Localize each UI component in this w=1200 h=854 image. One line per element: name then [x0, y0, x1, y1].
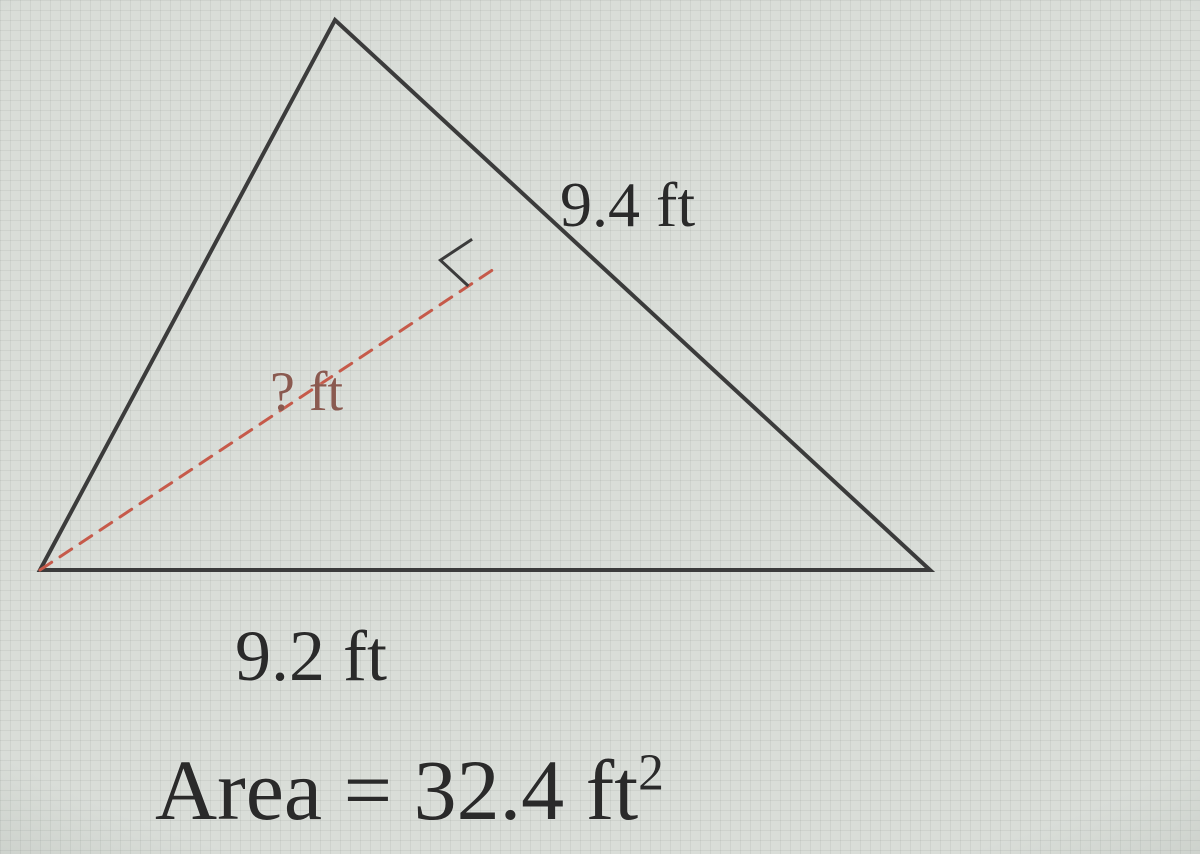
- triangle-figure: [0, 0, 1200, 854]
- label-area: Area = 32.4 ft2: [155, 740, 664, 840]
- label-altitude: ? ft: [270, 360, 343, 424]
- label-base: 9.2 ft: [235, 615, 387, 698]
- diagram-canvas: 9.4 ft ? ft 9.2 ft Area = 32.4 ft2: [0, 0, 1200, 854]
- label-area-value: 32.4 ft: [414, 742, 639, 838]
- label-side-right-text: 9.4 ft: [560, 169, 695, 240]
- label-side-right: 9.4 ft: [560, 168, 695, 242]
- right-angle-marker: [440, 239, 472, 286]
- label-base-text: 9.2 ft: [235, 616, 387, 696]
- label-area-word: Area: [155, 742, 322, 838]
- label-area-exponent: 2: [638, 744, 664, 801]
- triangle-outline: [40, 20, 930, 570]
- label-area-equals: =: [322, 742, 414, 838]
- label-altitude-text: ? ft: [270, 361, 343, 423]
